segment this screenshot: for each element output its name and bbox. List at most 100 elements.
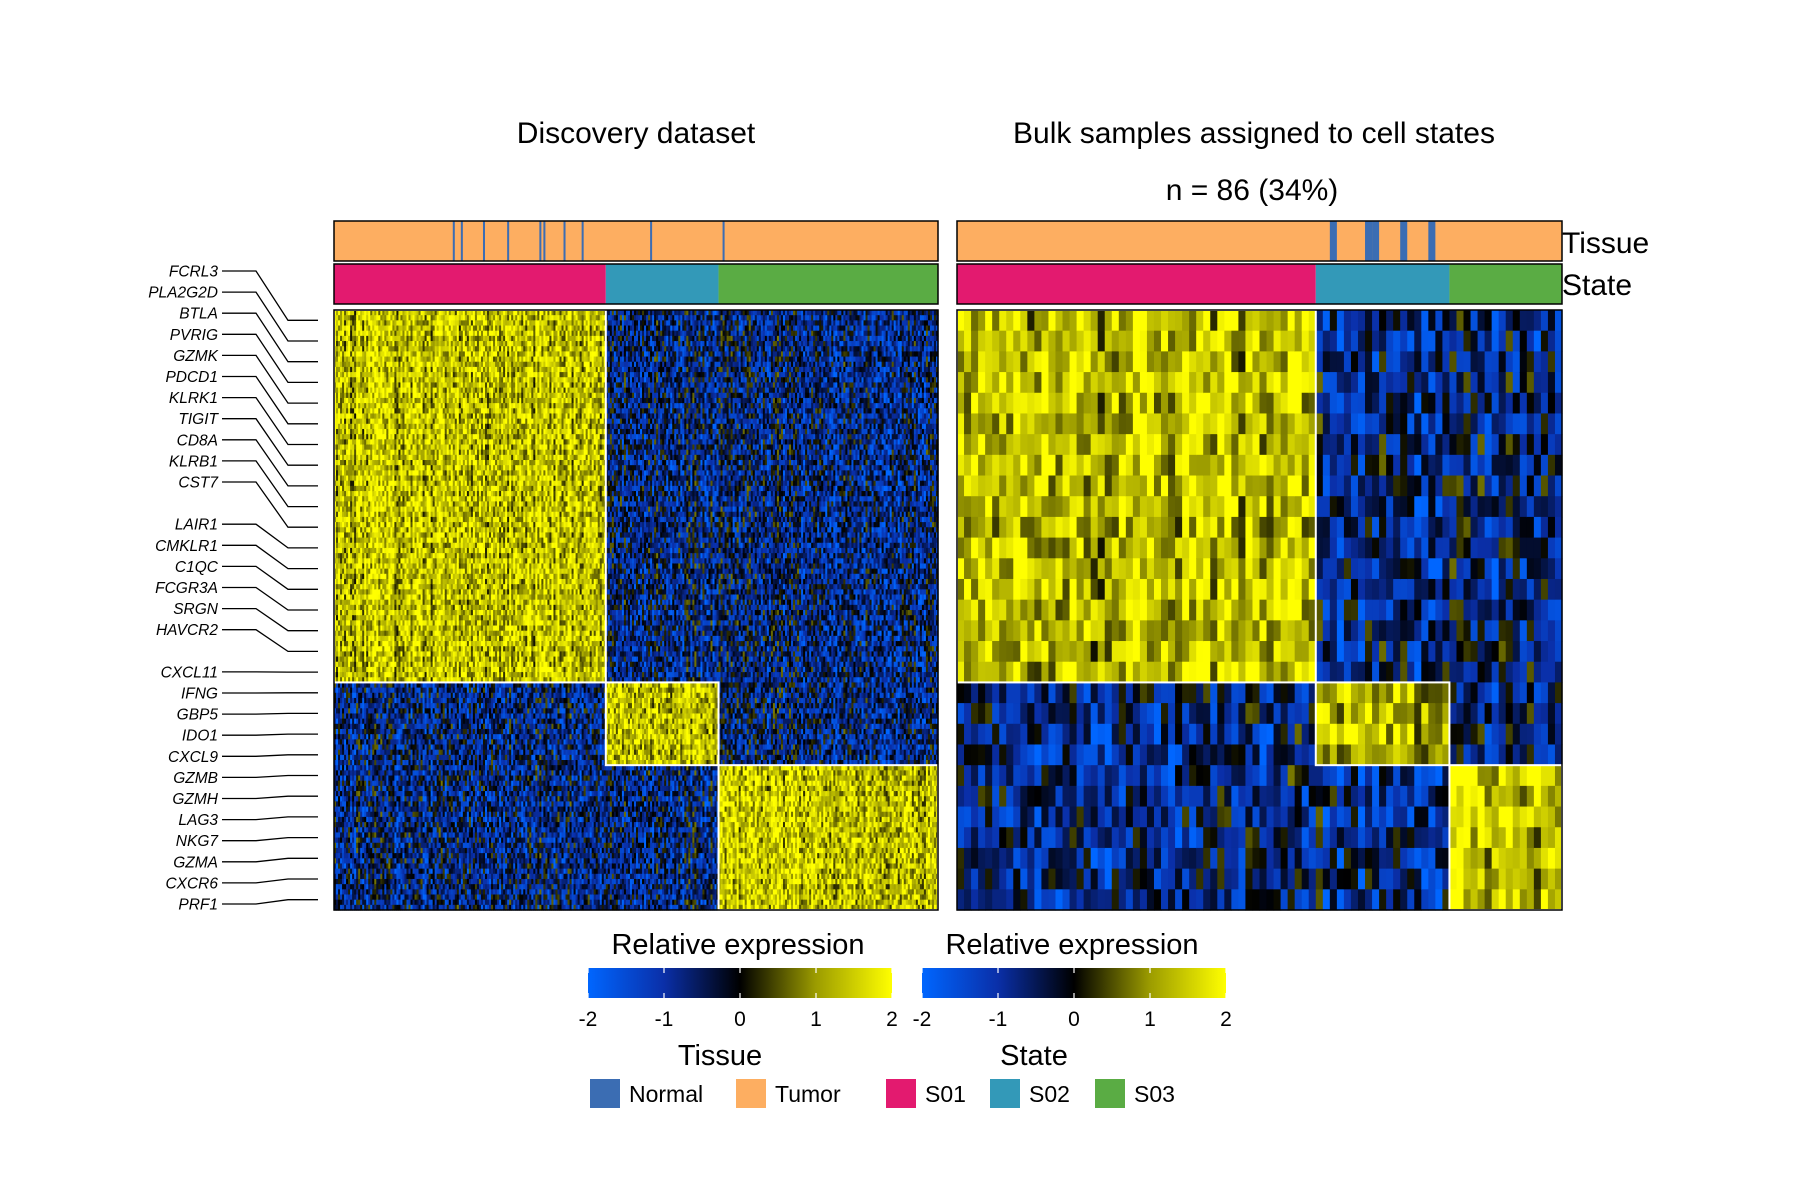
heatmap-cell [358, 734, 361, 740]
heatmap-cell [340, 460, 343, 466]
heatmap-cell [340, 532, 343, 539]
heatmap-cell [358, 863, 361, 870]
heatmap-cell [362, 465, 365, 471]
heatmap-cell [366, 496, 369, 502]
heatmap-cell [348, 335, 351, 342]
heatmap-cell [348, 677, 351, 684]
heatmap-cell [352, 460, 355, 466]
heatmap-cell [344, 408, 347, 415]
heatmap-cell [362, 475, 365, 482]
heatmap-cell [334, 366, 337, 373]
heatmap-cell [346, 739, 349, 746]
heatmap-cell [352, 889, 355, 896]
heatmap-cell [366, 403, 369, 409]
heatmap-cell [360, 765, 363, 771]
heatmap-cell [358, 428, 361, 435]
heatmap-cell [334, 403, 337, 409]
heatmap-cell [366, 780, 369, 787]
heatmap-cell [346, 397, 349, 404]
heatmap-cell [336, 413, 339, 420]
heatmap-cell [352, 822, 355, 828]
heatmap-cell [362, 501, 365, 508]
heatmap-cell [338, 687, 341, 694]
heatmap-cell [366, 656, 369, 663]
heatmap-cell [340, 785, 343, 792]
heatmap-cell [356, 491, 359, 497]
heatmap-cell [358, 884, 361, 890]
heatmap-cell [350, 501, 353, 508]
heatmap-cell [364, 408, 367, 415]
heatmap-cell [358, 341, 361, 347]
heatmap-cell [366, 661, 369, 668]
heatmap-cell [336, 485, 339, 492]
heatmap-cell [364, 853, 367, 859]
heatmap-cell [334, 537, 337, 544]
heatmap-cell [340, 723, 343, 730]
heatmap-cell [344, 485, 347, 492]
heatmap-cell [362, 666, 365, 673]
heatmap-cell [356, 465, 359, 471]
heatmap-cell [354, 899, 357, 906]
heatmap-cell [342, 501, 345, 508]
heatmap-cell [362, 547, 365, 554]
heatmap-cell [354, 584, 357, 590]
heatmap-cell [344, 522, 347, 528]
heatmap-cell [350, 687, 353, 694]
heatmap-cell [334, 687, 337, 694]
heatmap-cell [360, 672, 363, 678]
heatmap-cell [350, 878, 353, 885]
heatmap-cell [364, 791, 367, 797]
heatmap-cell [344, 610, 347, 616]
heatmap-cell [342, 444, 345, 451]
heatmap-cell [352, 527, 355, 534]
heatmap-cell [338, 594, 341, 601]
heatmap-cell [356, 594, 359, 601]
heatmap-cell [366, 863, 369, 870]
heatmap-cell [352, 734, 355, 740]
heatmap-cell [338, 361, 341, 368]
heatmap-cell [338, 713, 341, 720]
heatmap-cell [342, 408, 345, 415]
heatmap-cell [362, 480, 365, 487]
heatmap-cell [342, 806, 345, 813]
heatmap-cell [362, 454, 365, 461]
heatmap-cell [336, 465, 339, 471]
heatmap-cell [334, 651, 337, 658]
heatmap-cell [364, 527, 367, 534]
heatmap-cell [366, 589, 369, 596]
heatmap-cell [352, 315, 355, 321]
heatmap-cell [338, 496, 341, 502]
heatmap-cell [336, 708, 339, 715]
heatmap-cell [358, 718, 361, 725]
heatmap-cell [348, 822, 351, 828]
heatmap-cell [350, 884, 353, 890]
heatmap-cell [336, 718, 339, 725]
heatmap-cell [352, 625, 355, 632]
heatmap-cell [362, 320, 365, 327]
heatmap-cell [358, 703, 361, 709]
heatmap-cell [364, 578, 367, 585]
heatmap-cell [342, 760, 345, 766]
heatmap-cell [366, 506, 369, 513]
heatmap-cell [350, 408, 353, 415]
heatmap-cell [358, 403, 361, 409]
heatmap-cell [362, 377, 365, 384]
heatmap-cell [366, 408, 369, 415]
heatmap-cell [346, 434, 349, 440]
heatmap-cell [358, 775, 361, 782]
heatmap-cell [336, 878, 339, 885]
heatmap-cell [342, 604, 345, 611]
heatmap-cell [350, 760, 353, 766]
heatmap-cell [366, 553, 369, 559]
heatmap-cell [346, 899, 349, 906]
heatmap-cell [356, 837, 359, 844]
heatmap-cell [352, 558, 355, 565]
heatmap-cell [336, 403, 339, 409]
heatmap-cell [352, 796, 355, 802]
heatmap-cell [336, 770, 339, 777]
heatmap-cell [344, 630, 347, 637]
heatmap-cell [358, 646, 361, 652]
heatmap-cell [346, 811, 349, 818]
heatmap-cell [338, 651, 341, 658]
heatmap-cell [350, 692, 353, 699]
